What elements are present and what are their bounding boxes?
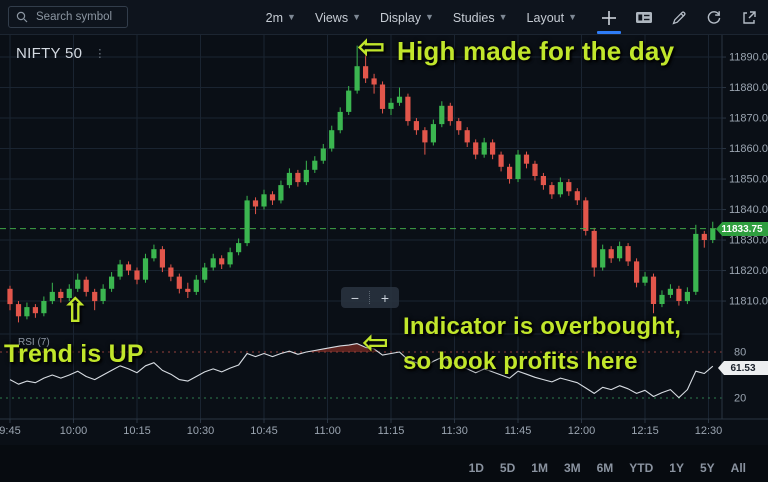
search-icon <box>16 11 28 23</box>
search-input[interactable] <box>34 10 118 24</box>
svg-text:11830.00: 11830.00 <box>729 235 768 247</box>
interval-dropdown[interactable]: 2m ▼ <box>266 11 296 25</box>
range-all[interactable]: All <box>730 461 746 475</box>
left-arrow-icon: ⇦ <box>362 323 389 361</box>
chevron-down-icon: ▼ <box>425 11 434 22</box>
studies-menu[interactable]: Studies ▼ <box>453 11 508 25</box>
zoom-divider <box>369 291 371 304</box>
display-menu[interactable]: Display ▼ <box>380 11 434 25</box>
chart-area[interactable]: 9:45 10:00 10:15 10:30 10:45 11:00 11:15 11:30 1… <box>0 35 768 445</box>
svg-text:11890.00: 11890.00 <box>729 52 768 64</box>
zoom-control: − + <box>341 287 399 308</box>
svg-text:11840.00: 11840.00 <box>729 204 768 216</box>
svg-text:11860.00: 11860.00 <box>729 143 768 155</box>
symbol-title: NIFTY 50 <box>16 45 83 62</box>
chevron-down-icon: ▼ <box>287 11 296 22</box>
svg-text:11870.00: 11870.00 <box>729 113 768 125</box>
export-icon[interactable] <box>740 9 758 27</box>
display-label: Display <box>380 10 421 25</box>
chevron-down-icon: ▼ <box>352 11 361 22</box>
annotation-overbought-1: Indicator is overbought, <box>403 313 682 340</box>
svg-text:11:45: 11:45 <box>505 425 532 437</box>
range-ytd[interactable]: YTD <box>629 461 654 475</box>
add-study-icon[interactable] <box>597 9 621 34</box>
svg-text:11850.00: 11850.00 <box>729 174 768 186</box>
annotation-overbought-2: so book profits here <box>403 348 638 375</box>
svg-text:10:00: 10:00 <box>60 425 88 437</box>
svg-text:11880.00: 11880.00 <box>729 82 768 94</box>
layout-menu[interactable]: Layout ▼ <box>527 11 577 25</box>
svg-text:12:30: 12:30 <box>695 425 723 437</box>
svg-text:20: 20 <box>734 393 746 405</box>
range-5d[interactable]: 5D <box>499 461 516 475</box>
svg-text:10:30: 10:30 <box>187 425 215 437</box>
svg-text:11810.00: 11810.00 <box>729 296 768 308</box>
grid-layer <box>0 35 722 419</box>
svg-text:12:15: 12:15 <box>631 425 659 437</box>
range-selector: 1D 5D 1M 3M 6M YTD 1Y 5Y All <box>469 461 746 475</box>
svg-text:11:15: 11:15 <box>378 425 405 437</box>
svg-text:80: 80 <box>734 347 746 359</box>
range-1d[interactable]: 1D <box>468 461 484 475</box>
annotation-high: High made for the day <box>397 36 675 66</box>
chevron-down-icon: ▼ <box>498 11 508 22</box>
left-arrow-icon: ⇦ <box>357 27 386 67</box>
svg-text:12:00: 12:00 <box>568 425 596 437</box>
range-3m[interactable]: 3M <box>563 461 581 475</box>
zoom-in-button[interactable]: + <box>380 289 390 306</box>
svg-text:9:45: 9:45 <box>0 425 21 437</box>
layout-label: Layout <box>526 10 565 25</box>
more-options-icon[interactable]: ⋮ <box>94 48 107 60</box>
search-box[interactable] <box>8 6 128 28</box>
up-arrow-icon: ⇧ <box>61 291 90 331</box>
chart-canvas[interactable]: 9:45 10:00 10:15 10:30 10:45 11:00 11:15 11:30 1… <box>0 35 768 445</box>
range-6m[interactable]: 6M <box>596 461 614 475</box>
svg-text:11820.00: 11820.00 <box>729 265 768 277</box>
rsi-value-badge: 61.53 <box>718 361 768 375</box>
draw-icon[interactable] <box>670 9 688 27</box>
candle-layer <box>7 45 716 323</box>
svg-text:10:45: 10:45 <box>250 425 278 437</box>
svg-text:11:30: 11:30 <box>441 425 468 437</box>
interval-label: 2m <box>265 10 284 25</box>
chevron-down-icon: ▼ <box>568 11 577 22</box>
rsi-layer <box>0 343 722 399</box>
current-price-badge: 11833.75 <box>716 222 768 236</box>
svg-text:10:15: 10:15 <box>123 425 151 437</box>
range-5y[interactable]: 5Y <box>699 461 715 475</box>
top-toolbar: 2m ▼ Views ▼ Display ▼ Studies ▼ Layout … <box>0 0 768 35</box>
rsi-study-label[interactable]: RSI (7) <box>18 337 50 348</box>
refresh-icon[interactable] <box>705 9 723 27</box>
views-menu[interactable]: Views ▼ <box>315 11 361 25</box>
zoom-out-button[interactable]: − <box>350 289 360 306</box>
axis-layer: 9:45 10:00 10:15 10:30 10:45 11:00 11:15 11:30 1… <box>0 35 768 437</box>
range-1y[interactable]: 1Y <box>669 461 684 475</box>
news-icon[interactable] <box>635 9 653 27</box>
views-label: Views <box>314 10 349 25</box>
range-1m[interactable]: 1M <box>531 461 548 475</box>
annotation-trend: Trend is UP <box>4 340 144 368</box>
studies-label: Studies <box>452 10 495 25</box>
svg-text:11:00: 11:00 <box>314 425 341 437</box>
